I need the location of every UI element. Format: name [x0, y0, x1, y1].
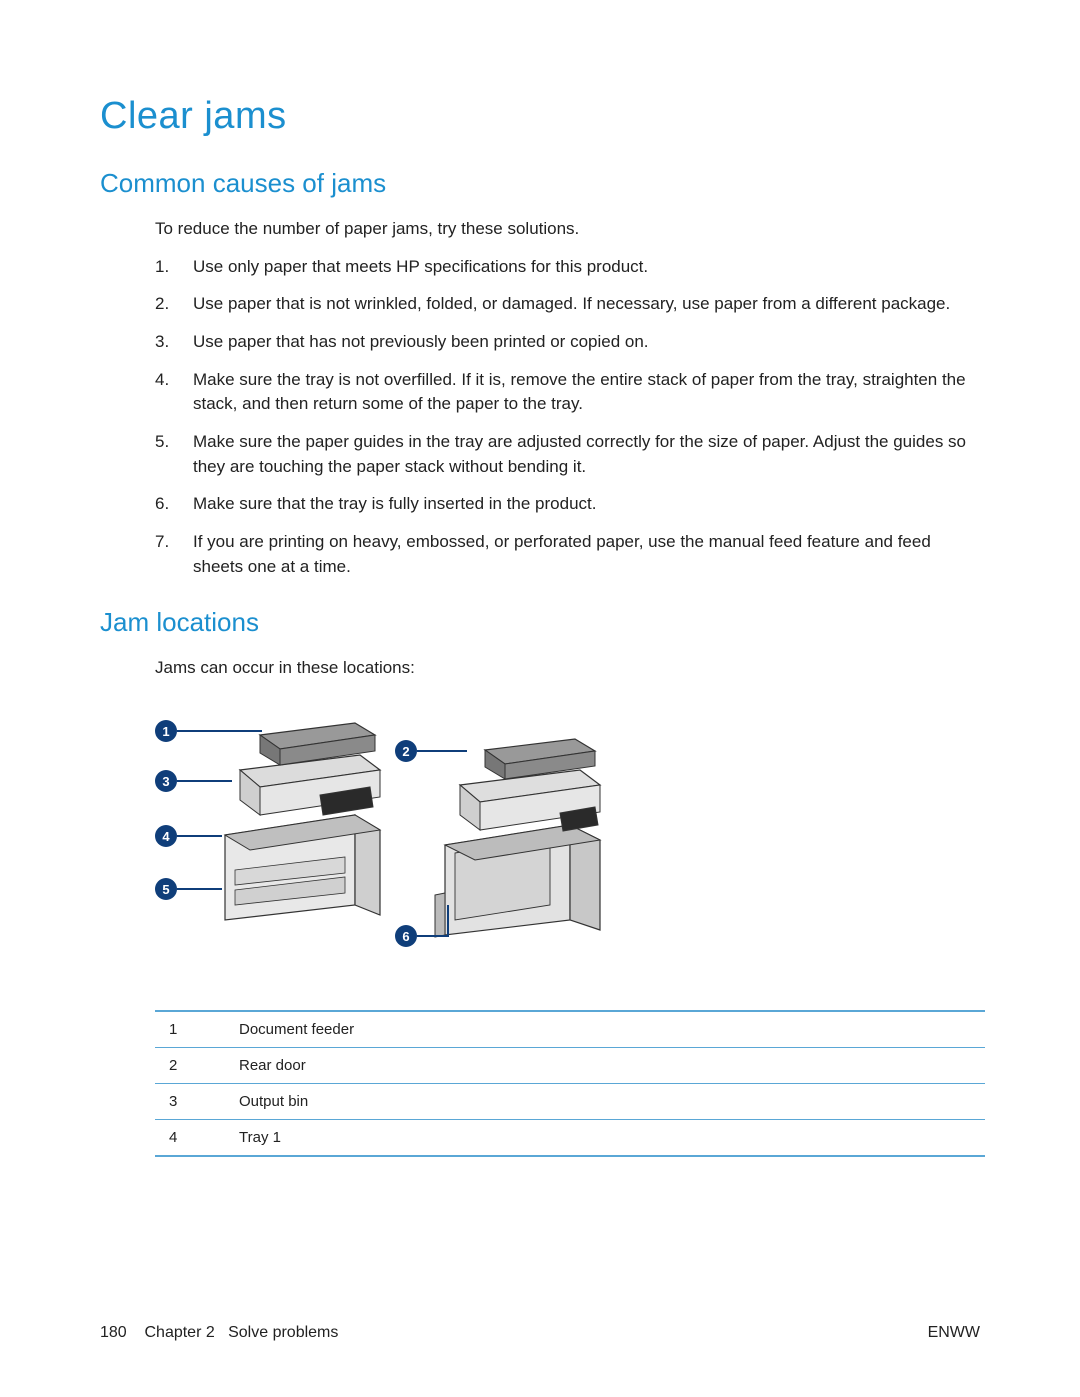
- jam-locations-table: 1 Document feeder 2 Rear door 3 Output b…: [155, 1010, 985, 1157]
- list-item-text: Make sure the paper guides in the tray a…: [193, 432, 966, 476]
- list-item-text: Use paper that is not wrinkled, folded, …: [193, 294, 950, 313]
- callout-5: 5: [155, 878, 177, 900]
- list-item: 7.If you are printing on heavy, embossed…: [155, 530, 980, 579]
- locations-intro: Jams can occur in these locations:: [155, 656, 980, 680]
- list-item-text: Make sure the tray is not overfilled. If…: [193, 370, 966, 414]
- jam-locations-diagram: 1 3 4 5 2 6: [155, 710, 980, 970]
- footer-chapter-label: Chapter 2: [144, 1324, 214, 1341]
- footer-right: ENWW: [928, 1324, 980, 1342]
- table-row: 3 Output bin: [155, 1084, 985, 1120]
- callout-3: 3: [155, 770, 177, 792]
- list-item: 6.Make sure that the tray is fully inser…: [155, 492, 980, 517]
- section-heading-locations: Jam locations: [100, 607, 980, 638]
- table-cell-label: Document feeder: [225, 1011, 985, 1048]
- list-item-text: Make sure that the tray is fully inserte…: [193, 494, 596, 513]
- list-item: 3.Use paper that has not previously been…: [155, 330, 980, 355]
- callout-6: 6: [395, 925, 417, 947]
- list-item: 2.Use paper that is not wrinkled, folded…: [155, 292, 980, 317]
- document-page: Clear jams Common causes of jams To redu…: [0, 0, 1080, 1397]
- footer-page-number: 180: [100, 1324, 127, 1341]
- table-cell-label: Output bin: [225, 1084, 985, 1120]
- table-row: 4 Tray 1: [155, 1120, 985, 1157]
- causes-intro: To reduce the number of paper jams, try …: [155, 217, 980, 241]
- footer-left: 180 Chapter 2 Solve problems: [100, 1324, 338, 1342]
- callout-1: 1: [155, 720, 177, 742]
- table-row: 1 Document feeder: [155, 1011, 985, 1048]
- table-row: 2 Rear door: [155, 1048, 985, 1084]
- printer-front-illustration: [205, 715, 385, 925]
- callout-4: 4: [155, 825, 177, 847]
- section-heading-causes: Common causes of jams: [100, 168, 980, 199]
- list-item: 4.Make sure the tray is not overfilled. …: [155, 368, 980, 417]
- footer-chapter-title: Solve problems: [228, 1324, 338, 1341]
- table-cell-num: 1: [155, 1011, 225, 1048]
- table-cell-num: 3: [155, 1084, 225, 1120]
- list-item: 1.Use only paper that meets HP specifica…: [155, 255, 980, 280]
- list-item-text: Use only paper that meets HP specificati…: [193, 257, 648, 276]
- list-item-text: If you are printing on heavy, embossed, …: [193, 532, 931, 576]
- page-footer: 180 Chapter 2 Solve problems ENWW: [100, 1324, 980, 1342]
- page-title: Clear jams: [100, 95, 980, 138]
- table-cell-label: Rear door: [225, 1048, 985, 1084]
- table-cell-label: Tray 1: [225, 1120, 985, 1157]
- list-item-text: Use paper that has not previously been p…: [193, 332, 649, 351]
- printer-rear-illustration: [430, 735, 610, 945]
- table-cell-num: 4: [155, 1120, 225, 1157]
- list-item: 5.Make sure the paper guides in the tray…: [155, 430, 980, 479]
- solutions-list: 1.Use only paper that meets HP specifica…: [155, 255, 980, 579]
- table-cell-num: 2: [155, 1048, 225, 1084]
- callout-2: 2: [395, 740, 417, 762]
